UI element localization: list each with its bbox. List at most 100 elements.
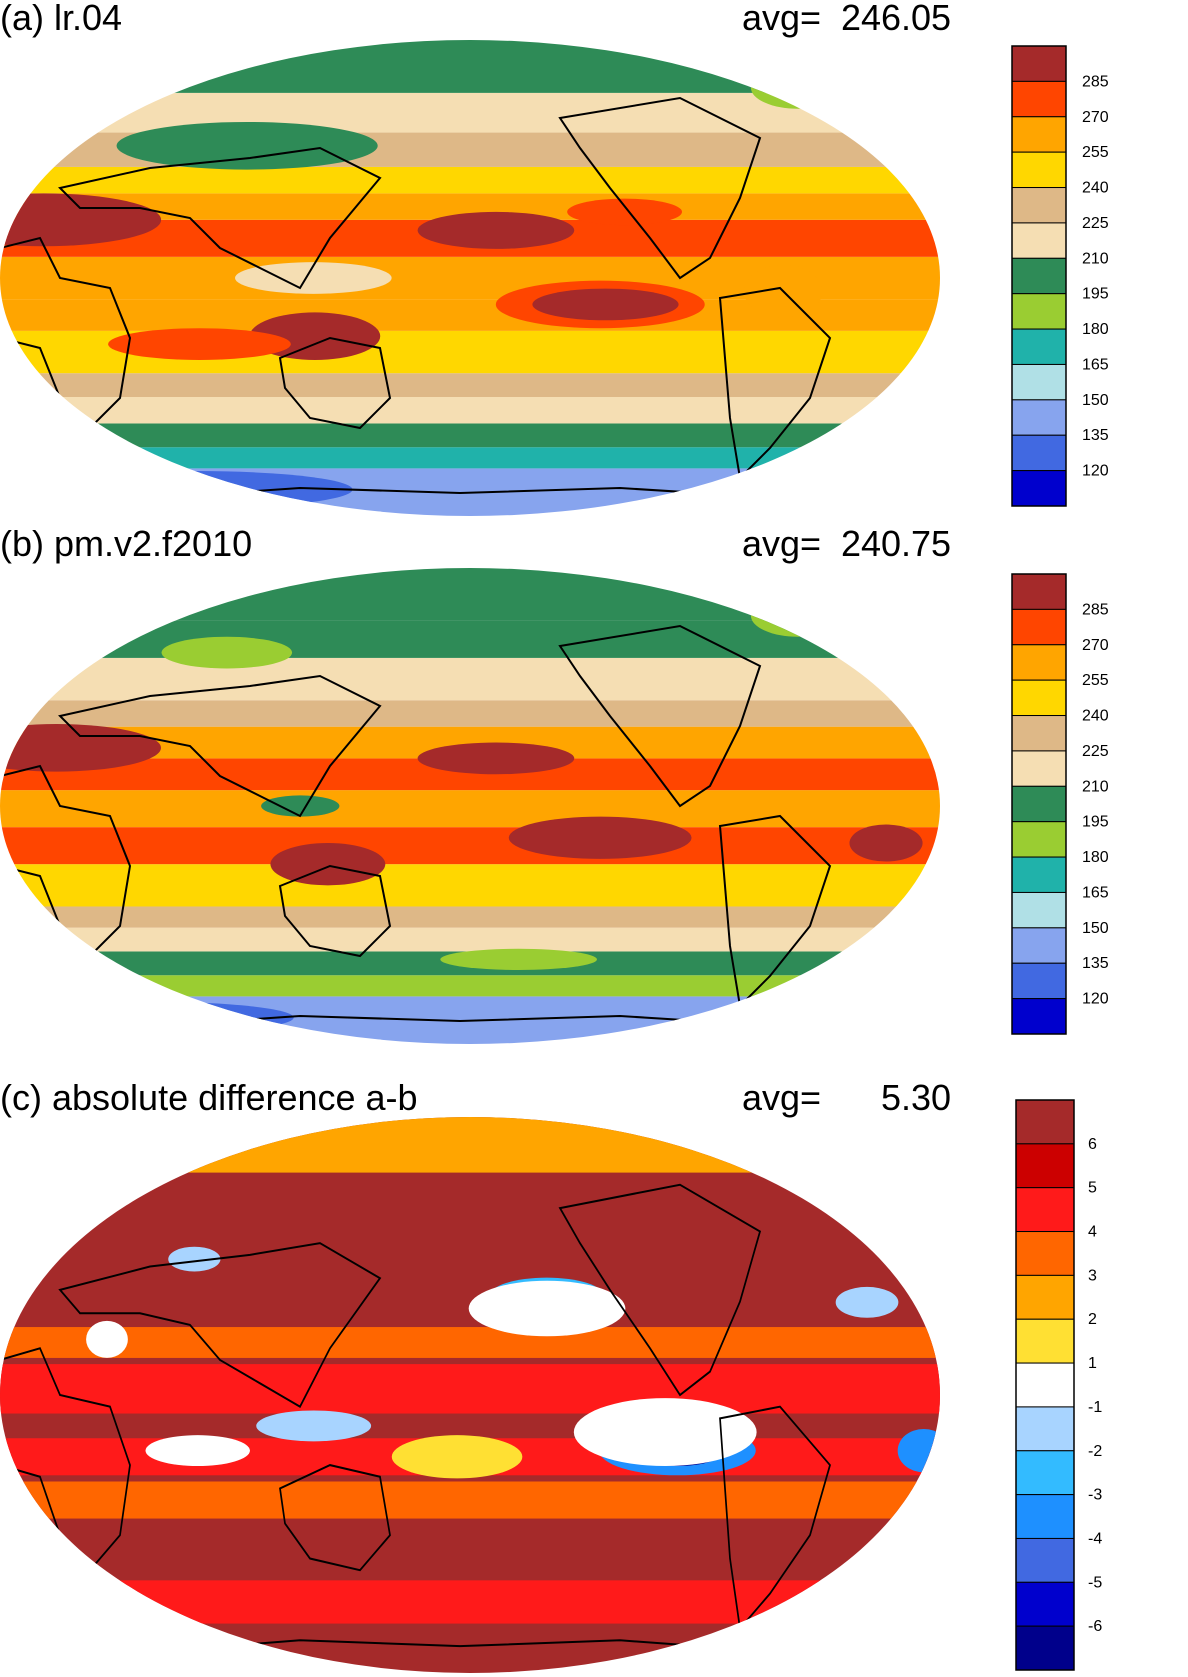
colorbar-tick-label: 120 bbox=[1082, 991, 1109, 1008]
map-band-1 bbox=[0, 447, 940, 469]
colorbar-swatch bbox=[1015, 1143, 1075, 1189]
map-region-19 bbox=[168, 1246, 221, 1272]
colorbar-swatch bbox=[1015, 1581, 1075, 1627]
colorbar-swatch bbox=[1011, 293, 1067, 330]
colorbar-swatch bbox=[1011, 434, 1067, 472]
colorbar-swatch bbox=[1011, 187, 1067, 224]
map-band-3 bbox=[0, 927, 940, 952]
colorbar-tick-label: -5 bbox=[1088, 1574, 1102, 1591]
colorbar-tick-label: -1 bbox=[1088, 1399, 1102, 1416]
map-region-23 bbox=[440, 948, 597, 970]
panel-b-avg-value: 240.75 bbox=[840, 523, 952, 564]
map-band-5 bbox=[0, 1327, 940, 1358]
panel-b-map bbox=[0, 568, 940, 1044]
map-band-2 bbox=[0, 1481, 940, 1519]
coastline-2 bbox=[279, 1464, 391, 1572]
map-region-13 bbox=[256, 1410, 372, 1442]
colorbar-swatch bbox=[1011, 821, 1067, 858]
panel-b-avg-label: avg= bbox=[742, 523, 822, 564]
colorbar-tick-label: 5 bbox=[1088, 1180, 1097, 1197]
colorbar-tick-label: 210 bbox=[1082, 778, 1109, 795]
colorbar-swatch bbox=[1011, 573, 1067, 610]
map-band-5 bbox=[0, 864, 940, 907]
colorbar-tick-label: 285 bbox=[1082, 601, 1109, 618]
colorbar-tick-label: 180 bbox=[1082, 849, 1109, 866]
map-band-6 bbox=[0, 827, 940, 865]
map-region-18 bbox=[849, 824, 923, 862]
coastline-4 bbox=[718, 286, 832, 481]
colorbar-tick-label: 255 bbox=[1082, 672, 1109, 689]
map-region-15 bbox=[417, 742, 575, 775]
colorbar-tick-label: 225 bbox=[1082, 743, 1109, 760]
colorbar-swatch bbox=[1011, 998, 1067, 1035]
coastline-0 bbox=[0, 764, 132, 958]
colorbar-tick-label: 150 bbox=[1082, 920, 1109, 937]
map-region-17 bbox=[391, 1435, 523, 1479]
colorbar-tick-label: 165 bbox=[1082, 884, 1109, 901]
colorbar-frame bbox=[1015, 1099, 1075, 1671]
panel-b-colorbar: 285 270 255 240 225 210 195 180 165 150 135 120 bbox=[1011, 573, 1109, 1035]
colorbar-swatch bbox=[1011, 116, 1067, 153]
colorbar-tick-label: 255 bbox=[1082, 144, 1109, 161]
colorbar-tick-label: 210 bbox=[1082, 250, 1109, 267]
colorbar-tick-label: -3 bbox=[1088, 1487, 1102, 1504]
colorbar-swatch bbox=[1011, 715, 1067, 752]
colorbar-tick-label: 120 bbox=[1082, 463, 1109, 480]
colorbar-swatch bbox=[1011, 962, 1067, 1000]
colorbar-swatch bbox=[1011, 45, 1067, 82]
colorbar-swatch bbox=[1015, 1406, 1075, 1452]
map-band-1 bbox=[0, 975, 940, 997]
map-region-17 bbox=[0, 193, 162, 247]
colorbar-tick-label: 1 bbox=[1088, 1355, 1097, 1372]
panel-a-map bbox=[0, 40, 940, 516]
map-region-14 bbox=[508, 816, 692, 859]
colorbar-frame bbox=[1011, 45, 1067, 507]
colorbar-tick-label: -2 bbox=[1088, 1443, 1102, 1460]
colorbar-swatch bbox=[1015, 1450, 1075, 1496]
coastline-1 bbox=[58, 674, 382, 818]
map-band-10 bbox=[0, 700, 940, 727]
colorbar-swatch bbox=[1011, 363, 1067, 401]
colorbar-tick-label: 165 bbox=[1082, 356, 1109, 373]
map-band-3 bbox=[0, 397, 940, 424]
colorbar-swatch bbox=[1011, 856, 1067, 893]
panel-c-title: (c) absolute difference a-b bbox=[0, 1077, 418, 1118]
panel-a-avg: avg= 246.05 bbox=[742, 0, 951, 36]
colorbar-swatch bbox=[1011, 328, 1067, 365]
coastline-1 bbox=[58, 146, 382, 290]
colorbar-swatch bbox=[1011, 399, 1067, 436]
colorbar-swatch bbox=[1011, 750, 1067, 787]
colorbar-swatch bbox=[1015, 1625, 1075, 1671]
colorbar-tick-label: 2 bbox=[1088, 1311, 1097, 1328]
colorbar-tick-label: 3 bbox=[1088, 1267, 1097, 1284]
panel-b: (b) pm.v2.f2010 avg= 240.75 285 270 255 240 2… bbox=[0, 526, 1188, 1051]
colorbar-tick-label: 6 bbox=[1088, 1136, 1097, 1153]
coastline-3 bbox=[558, 1183, 762, 1397]
map-region-19 bbox=[567, 198, 683, 226]
colorbar-tick-label: 225 bbox=[1082, 215, 1109, 232]
colorbar-swatch bbox=[1015, 1274, 1075, 1320]
panel-c-avg-value: 5.30 bbox=[881, 1077, 952, 1118]
colorbar-swatch bbox=[1015, 1362, 1075, 1408]
map-band-11 bbox=[0, 657, 940, 701]
map-region-15 bbox=[532, 288, 679, 321]
colorbar-tick-label: 285 bbox=[1082, 73, 1109, 90]
colorbar-swatch bbox=[1011, 608, 1067, 646]
map-band-4 bbox=[0, 373, 940, 397]
panel-c-colorbar: 6 5 4 3 2 1 -1 -2 -3 -4 -5 -6 bbox=[1015, 1099, 1102, 1671]
panel-b-title: (b) pm.v2.f2010 bbox=[0, 523, 253, 564]
colorbar-tick-label: 135 bbox=[1082, 955, 1109, 972]
colorbar-tick-label: -6 bbox=[1088, 1618, 1102, 1635]
coastline-0 bbox=[0, 1347, 131, 1572]
coastline-3 bbox=[558, 624, 762, 808]
colorbar-swatch bbox=[1011, 891, 1067, 929]
coastline-3 bbox=[558, 96, 762, 280]
map-region-23 bbox=[116, 121, 378, 170]
map-band-10 bbox=[0, 166, 940, 194]
panel-a-avg-value: 246.05 bbox=[840, 0, 952, 38]
colorbar-swatch bbox=[1015, 1494, 1075, 1539]
colorbar-swatch bbox=[1011, 470, 1067, 507]
coastline-2 bbox=[278, 336, 392, 430]
map-region-15 bbox=[573, 1398, 757, 1467]
panel-c: (c) absolute difference a-b avg= 5.30 6 5 4… bbox=[0, 1080, 1188, 1677]
